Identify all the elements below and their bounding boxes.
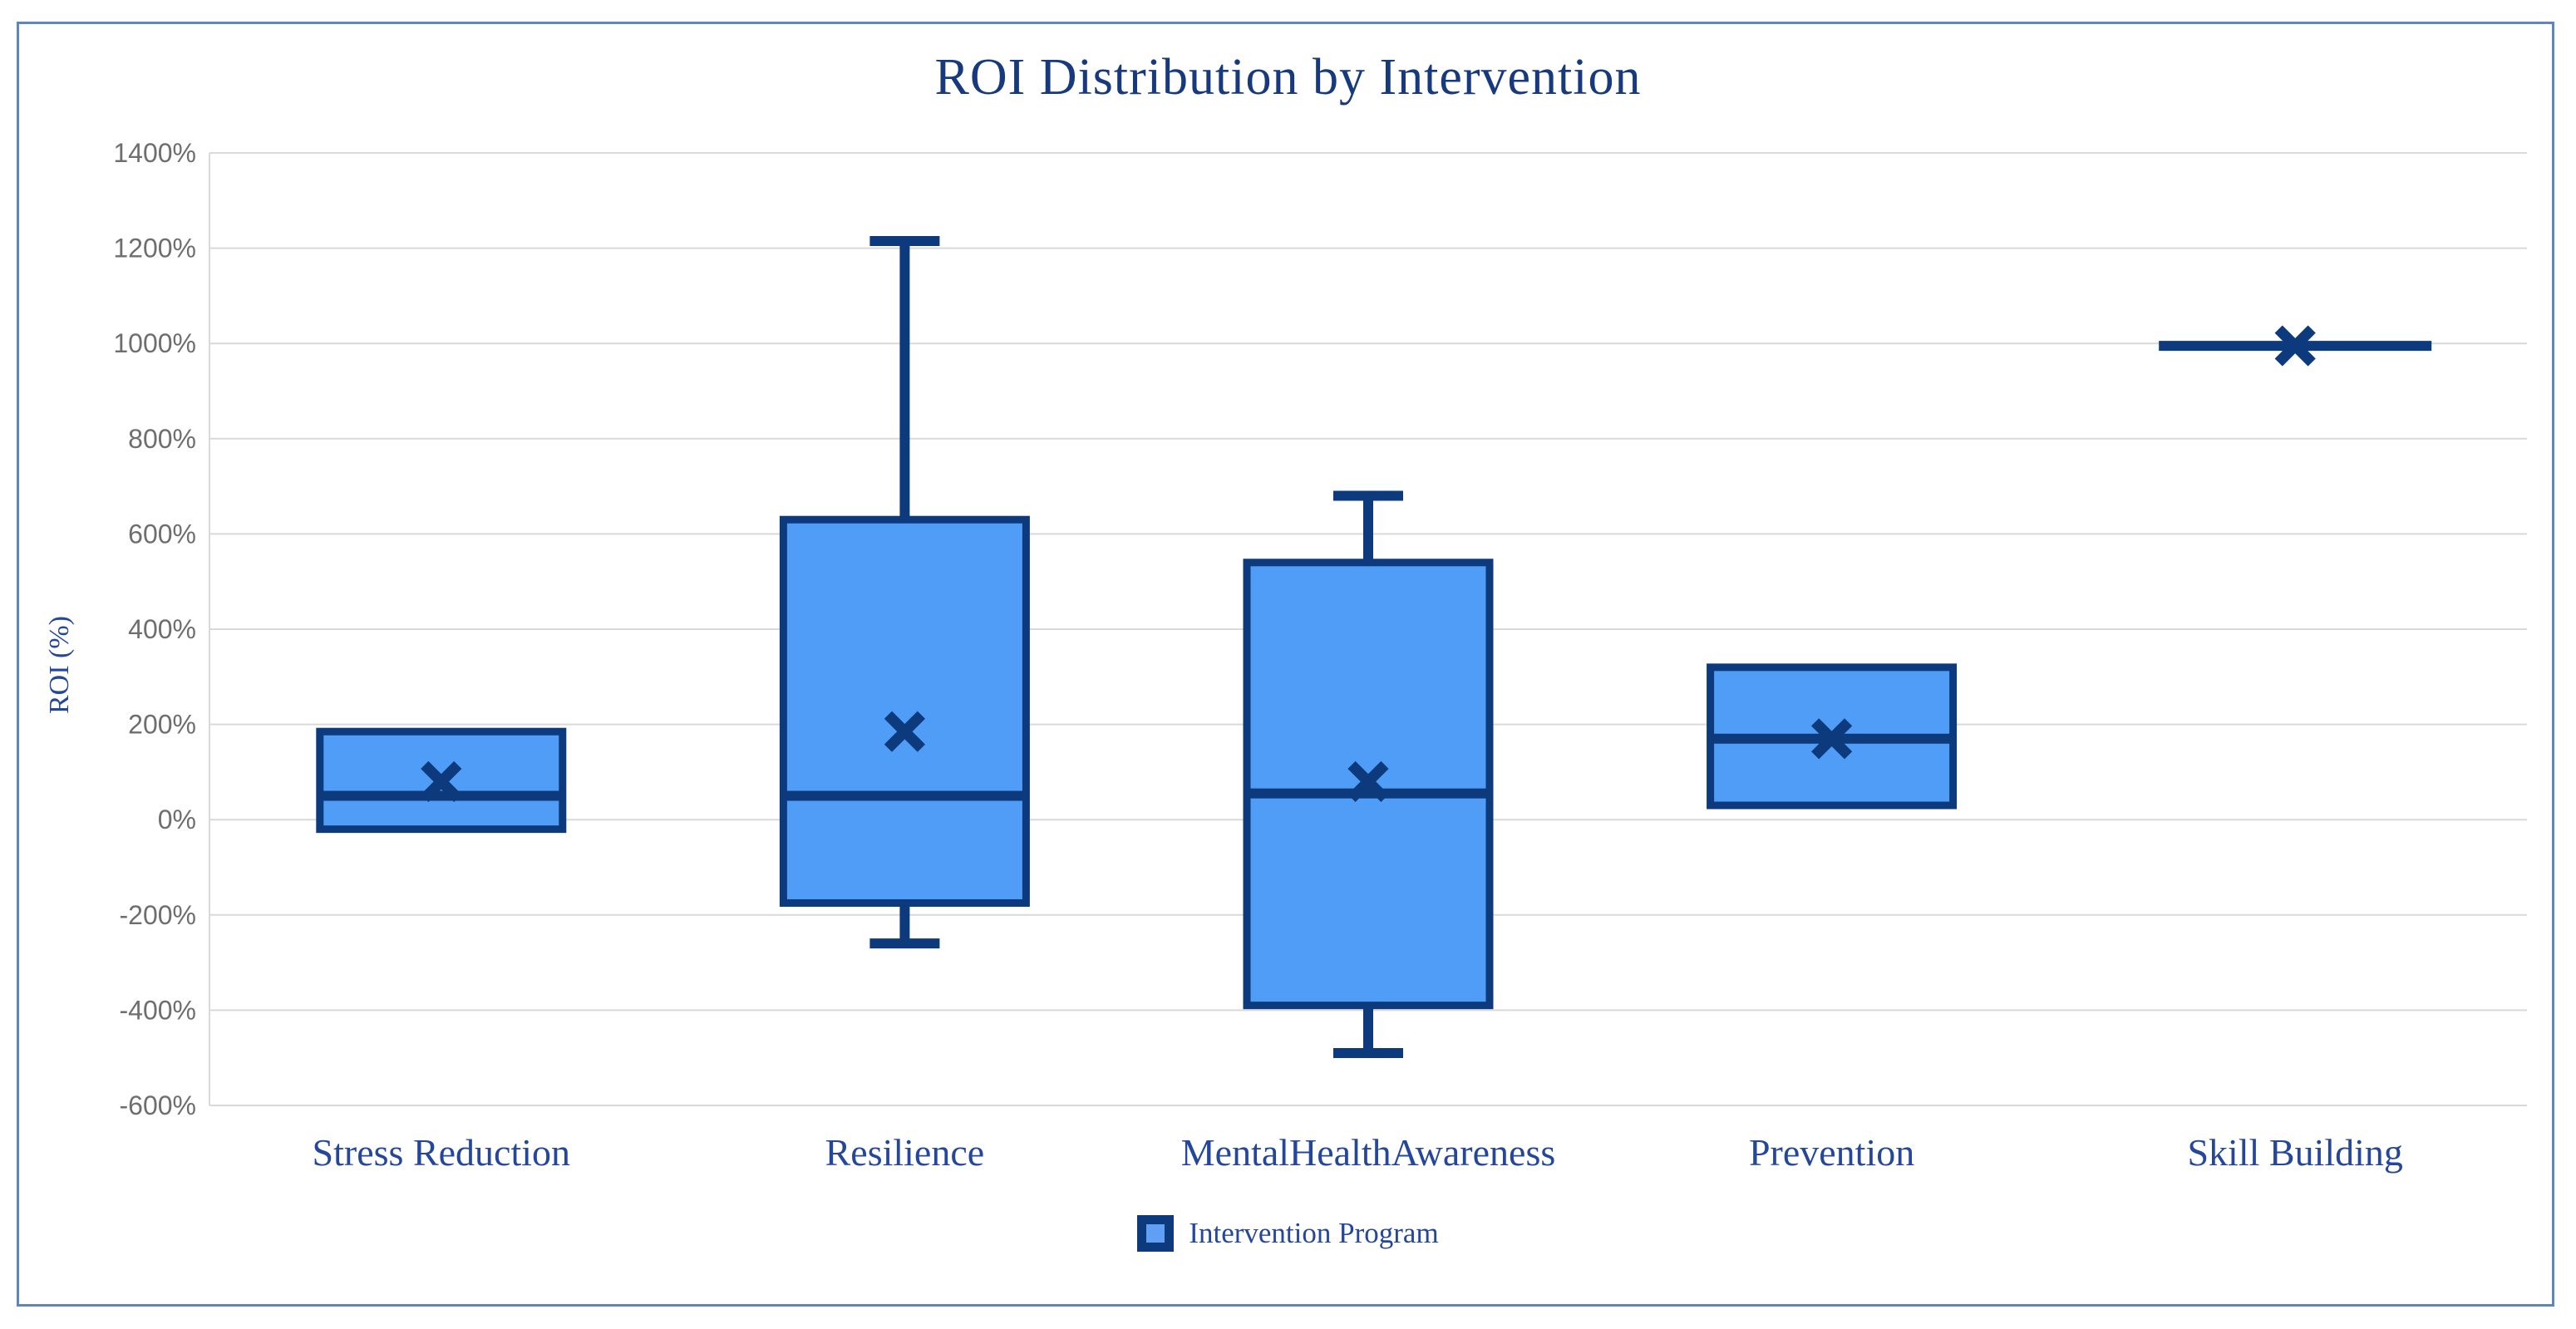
mean-marker-mentalhealthawareness[interactable] — [1347, 760, 1389, 802]
mean-marker-resilience[interactable] — [884, 711, 925, 752]
y-tick-label: 1200% — [113, 234, 196, 263]
y-tick-label: -200% — [120, 900, 197, 930]
y-tick-label: 0% — [158, 805, 196, 834]
chart-title: ROI Distribution by Intervention — [934, 49, 1642, 106]
y-tick-label: 1000% — [113, 328, 196, 358]
x-category-label-prevention: Prevention — [1749, 1131, 1914, 1174]
y-tick-label: -400% — [120, 995, 197, 1025]
mean-marker-skill-building[interactable] — [2274, 325, 2316, 367]
mean-marker-prevention[interactable] — [1811, 718, 1853, 760]
boxplot-svg: 1400% 1200% 1000% 800% 600% 400% 200% 0% -200% -4… — [113, 138, 2527, 1174]
x-category-label-mentalhealthawareness: MentalHealthAwareness — [1181, 1131, 1556, 1174]
y-tick-label: 200% — [128, 710, 196, 740]
y-tick-label: 600% — [128, 519, 196, 549]
y-tick-label: -600% — [120, 1090, 197, 1120]
x-category-label-stress-reduction: Stress Reduction — [313, 1131, 570, 1174]
mean-marker-stress-reduction[interactable] — [421, 760, 462, 802]
y-tick-label: 800% — [128, 424, 196, 454]
legend-box-icon — [1137, 1215, 1175, 1252]
y-tick-label: 400% — [128, 614, 196, 644]
y-tick-label: 1400% — [113, 138, 196, 168]
legend[interactable]: Intervention Program — [0, 1215, 2576, 1252]
x-category-label-resilience: Resilience — [825, 1131, 985, 1174]
legend-label: Intervention Program — [1189, 1217, 1439, 1249]
box-rect-resilience[interactable] — [779, 515, 1030, 907]
x-category-label-skill-building: Skill Building — [2187, 1131, 2402, 1174]
